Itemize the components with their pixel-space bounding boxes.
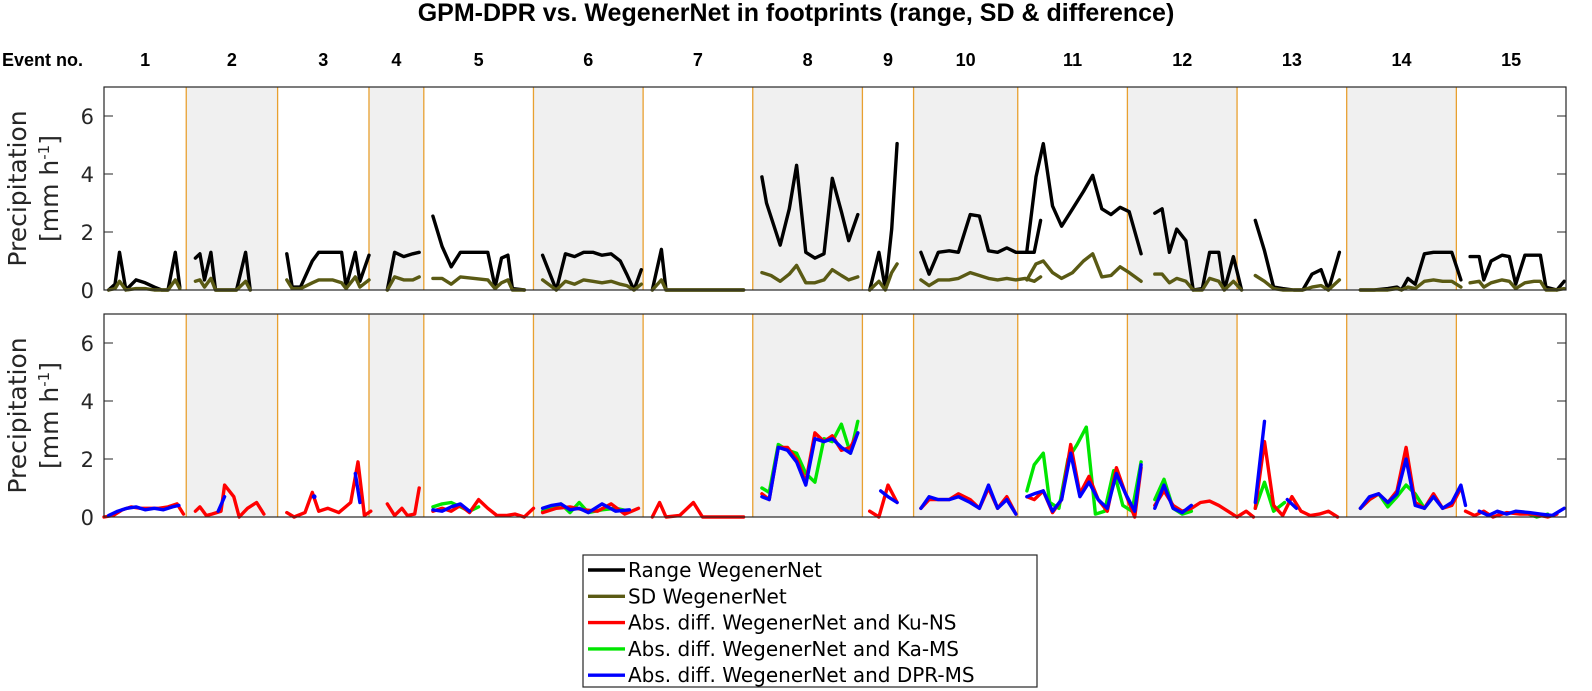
abs-diff-panel: 0 2 4 6 Precipitation [mm h-1] [3, 313, 1567, 530]
series-segment-9 [919, 483, 1018, 516]
event-number-3: 3 [318, 50, 328, 70]
legend-item: SD WegenerNet [588, 584, 787, 608]
series-segment-2 [193, 483, 266, 519]
event-number-9: 9 [883, 50, 893, 70]
series-segment-6 [540, 278, 643, 292]
series-segment-9 [868, 483, 899, 519]
series-segment-6 [540, 502, 632, 515]
event-shade-6 [533, 314, 644, 517]
event-shade-12 [1127, 314, 1238, 517]
series-segment-6 [540, 250, 643, 292]
series-segment-13 [1285, 497, 1299, 510]
event-shade-8 [752, 87, 863, 290]
legend-item: Abs. diff. WegenerNet and DPR-MS [588, 663, 975, 687]
series-segment-7 [760, 431, 860, 502]
series-segment-5 [431, 497, 536, 519]
series-segment-4 [385, 250, 421, 292]
series-segment-15 [1477, 506, 1566, 518]
series-segment-4 [353, 471, 362, 505]
series-segment-3 [285, 460, 373, 519]
series-point [311, 494, 317, 500]
series-segment-10 [919, 212, 1043, 276]
event-shade-10 [913, 314, 1018, 517]
series-segment-5 [431, 214, 526, 292]
event-shade-14 [1346, 314, 1457, 517]
y-axis-unit: [mm h-1] [35, 135, 64, 242]
series-abs-diff-wegenernet-and-dpr-ms [106, 419, 1566, 518]
series-segment-10 [919, 270, 1043, 288]
event-number-6: 6 [583, 50, 593, 70]
series-segment-13 [1253, 439, 1340, 519]
event-number-1: 1 [140, 50, 150, 70]
series-segment-1 [106, 503, 181, 518]
event-number-11: 11 [1063, 50, 1082, 70]
series-segment-10 [1025, 451, 1143, 513]
y-tick-label: 4 [81, 390, 94, 414]
legend-box [582, 554, 1038, 688]
series-segment-12 [1253, 419, 1267, 505]
event-number-10: 10 [956, 50, 976, 70]
legend-label: Range WegenerNet [628, 558, 822, 582]
y-tick-label: 4 [81, 163, 94, 187]
series-segment-1 [106, 250, 182, 292]
y-axis-label: Precipitation [3, 337, 32, 493]
event-shade-10 [913, 87, 1018, 290]
event-number-8: 8 [803, 50, 813, 70]
series-segment-4 [1025, 425, 1143, 516]
series-segment-14 [1358, 457, 1468, 510]
y-axis-label: Precipitation [3, 110, 32, 266]
series-segment-11 [1153, 483, 1194, 515]
y-tick-label: 2 [81, 221, 94, 245]
event-shade-4 [368, 87, 424, 290]
series-segment-11 [1025, 252, 1143, 283]
series-segment-4 [385, 486, 421, 518]
series-segment-5 [431, 275, 526, 292]
y-tick-label: 0 [81, 506, 94, 530]
axes-frame [103, 313, 1567, 518]
event-labels: 1 2 3 4 5 6 7 8 9 10 11 12 13 14 15 [140, 50, 1521, 70]
event-number-14: 14 [1392, 50, 1412, 70]
legend-label: Abs. diff. WegenerNet and Ku-NS [628, 611, 957, 635]
series-segment-4 [385, 275, 421, 292]
legend-label: SD WegenerNet [628, 584, 787, 608]
range-sd-panel: 0 2 4 6 Precipitation [mm h-1] [3, 86, 1567, 303]
event-number-12: 12 [1172, 50, 1192, 70]
series-segment-2 [216, 495, 227, 513]
chart-title: GPM-DPR vs. WegenerNet in footprints (ra… [418, 0, 1175, 27]
event-shade-4 [368, 314, 424, 517]
event-shade-6 [533, 87, 644, 290]
axes-frame [103, 86, 1567, 291]
series-segment-11 [1025, 141, 1143, 256]
y-tick-label: 6 [81, 105, 94, 129]
event-number-5: 5 [474, 50, 484, 70]
y-tick-label: 2 [81, 448, 94, 472]
y-axis-unit: [mm h-1] [35, 362, 64, 469]
event-header-label: Event no. [2, 50, 83, 70]
y-tick-label: 6 [81, 332, 94, 356]
y-tick-label: 0 [81, 279, 94, 303]
event-number-4: 4 [391, 50, 401, 70]
event-number-15: 15 [1501, 50, 1521, 70]
series-segment-1 [106, 278, 182, 292]
event-shade-14 [1346, 87, 1457, 290]
series-segment-8 [879, 489, 899, 505]
legend-item: Range WegenerNet [588, 558, 822, 582]
series-segment-8 [760, 263, 860, 285]
series-segment-5 [431, 502, 472, 513]
series-segment-8 [760, 163, 860, 260]
series-segment-3 [285, 275, 371, 291]
series-segment-6 [1253, 480, 1287, 513]
event-number-7: 7 [693, 50, 703, 70]
legend-label: Abs. diff. WegenerNet and DPR-MS [628, 663, 975, 687]
event-number-13: 13 [1282, 50, 1302, 70]
legend-item: Abs. diff. WegenerNet and Ku-NS [588, 611, 957, 635]
event-shade-2 [186, 314, 278, 517]
legend-label: Abs. diff. WegenerNet and Ka-MS [628, 637, 959, 661]
event-number-2: 2 [227, 50, 237, 70]
legend-item: Abs. diff. WegenerNet and Ka-MS [588, 637, 959, 661]
